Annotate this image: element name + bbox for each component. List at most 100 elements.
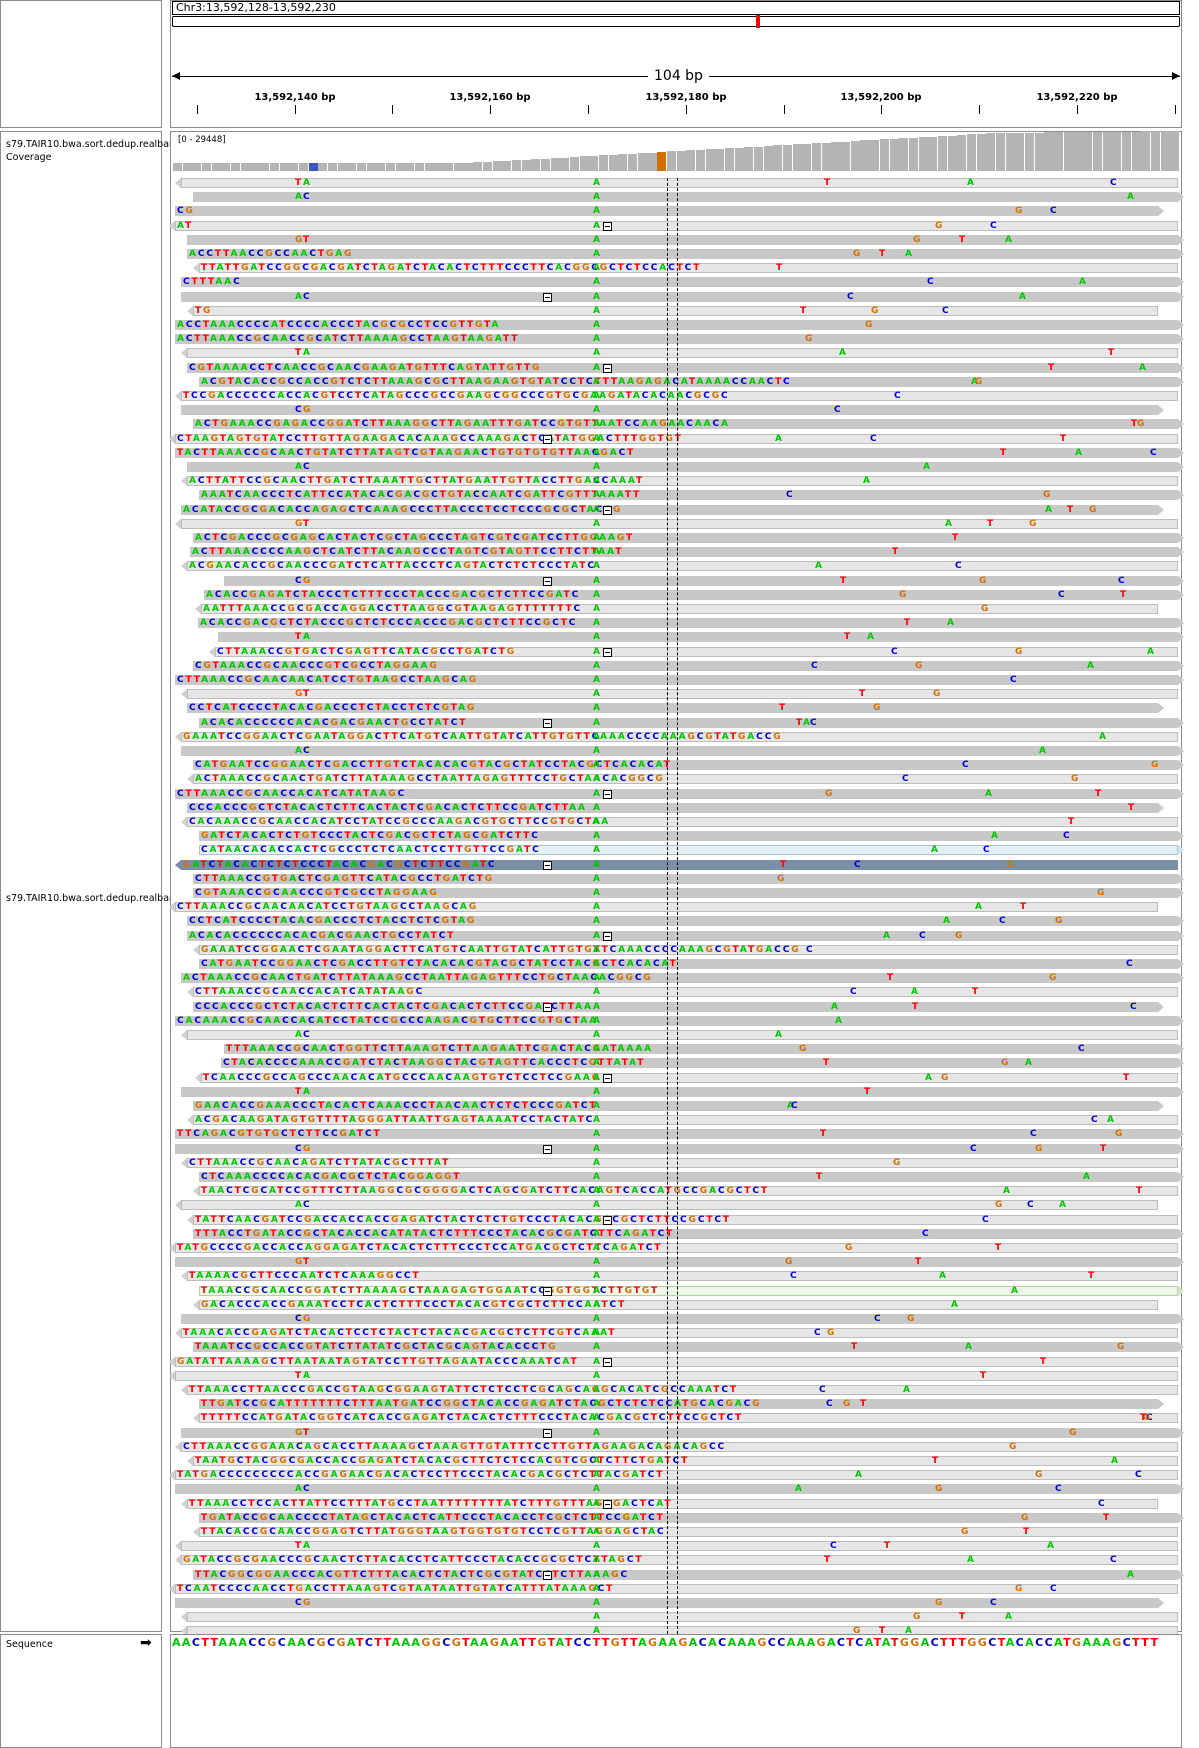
aligned-read[interactable]: ACCTAAACCCCATCCCCACCCTACGCGCCTCCGTTGTA G A bbox=[175, 320, 1184, 330]
aligned-read[interactable]: TAATGCTACGGCGACCACCGAGATCTACACGCTTCTCTCC… bbox=[187, 1456, 1178, 1466]
insertion-marker-icon[interactable] bbox=[543, 292, 552, 302]
aligned-read[interactable]: ACACCGACGCTCTACCCGCTCTCCCACCCGACGCTCTTCC… bbox=[198, 618, 1184, 629]
insertion-marker-icon[interactable] bbox=[543, 718, 552, 728]
aligned-read[interactable]: CACAAACCGCAACCACATCCTATCCGCCCAAGACGTGCTT… bbox=[175, 1015, 1184, 1026]
aligned-read[interactable]: CTAAGTAGTGTATCCTTGTTAGAAGACACAAAGCCAAAGA… bbox=[169, 433, 1178, 444]
insertion-marker-icon[interactable] bbox=[543, 1428, 552, 1438]
aligned-read[interactable]: CTTAAACCGCAACCACATCATATAAGC G T A A bbox=[175, 788, 1184, 799]
insertion-marker-icon[interactable] bbox=[543, 434, 552, 444]
aligned-read[interactable]: CTTAAACCGTGACTCGAGTTCATACGCCTGATCTG G A bbox=[193, 873, 1184, 884]
aligned-read[interactable]: CATAACACACCACTCGCCCTCTCAACTCCTTGTTCCGATC… bbox=[199, 845, 1184, 856]
aligned-read[interactable]: TTACACCGCAACCGGAGTCTTATGGGTAAGTGGTGTGTCC… bbox=[193, 1527, 1178, 1537]
aligned-read[interactable]: CTTAAACCGTGACTCGAGTTCATACGCCTGATCTG A C G A bbox=[209, 646, 1178, 657]
strand-arrow-icon[interactable]: ➡ bbox=[140, 1635, 152, 1651]
aligned-read[interactable]: AT C G A bbox=[169, 220, 1178, 231]
aligned-read[interactable]: ACTAAACCGCAACTGATCTTATAAAGCCTAATTAGAGTTT… bbox=[187, 774, 1178, 785]
aligned-read[interactable]: CATGAATCCGGAACTCGACCTTGTCTACACACGTACGCTA… bbox=[193, 760, 1184, 771]
insertion-marker-icon[interactable] bbox=[543, 1144, 552, 1154]
aligned-read[interactable]: TCAATCCCCAACCTGACCTTAAAGTCGTAATAATTGTATC… bbox=[169, 1583, 1178, 1594]
chromosome-ideogram[interactable] bbox=[172, 15, 1180, 28]
aligned-read[interactable]: CTTAAACCGCAACAACATCCTGTAAGCCTAAGCAG C A bbox=[175, 675, 1184, 685]
aligned-read[interactable]: ACTAAACCGCAACTGATCTTATAAAGCCTAATTAGAGTTT… bbox=[181, 973, 1184, 984]
insertion-marker-icon[interactable] bbox=[543, 576, 552, 586]
coverage-track-name[interactable]: s79.TAIR10.bwa.sort.dedup.realbam Covera… bbox=[6, 139, 179, 163]
aligned-read[interactable]: TTACGGCGGAACCCACGTTCTTTACACTCTACTCGCGTAT… bbox=[193, 1569, 1184, 1580]
aligned-read[interactable]: ACACACCCCCCACACGACGAACTGCCTATCT A C G A bbox=[187, 930, 1184, 941]
aligned-read[interactable]: TAAATCCGCCACCGTATCTTATATCGCTACGCAGTACACC… bbox=[193, 1342, 1184, 1353]
aligned-read[interactable]: TACTTAAACCGCAACTGTATCTTATAGTCGTAAGAACTGT… bbox=[175, 447, 1184, 458]
aligned-read[interactable]: TGATACCGCAACCCCTATAGCTACACTCATTCCCTACACC… bbox=[199, 1512, 1184, 1523]
aligned-read[interactable]: ACCTTAACCGCCAACTGAG G T A A bbox=[187, 249, 1184, 259]
aligned-read[interactable]: ACTGAAACCGAGACCGGATCTTAAAGGCTTAGAATTTGAT… bbox=[193, 419, 1184, 430]
sequence-track-name[interactable]: Sequence bbox=[6, 1639, 53, 1650]
aligned-read[interactable]: GAAATCCGGAACTCGAATAGGACTTCATGTCAATTGTATC… bbox=[175, 731, 1178, 742]
aligned-read[interactable]: CTTAAACCGCAACAACATCCTGTAAGCCTAAGCAG T A A bbox=[169, 902, 1158, 913]
aligned-read[interactable]: GAACACCGAAACCCTACACTCAAACCCTAACAACTCTCTC… bbox=[193, 1101, 1164, 1111]
aligned-read[interactable]: AATTTAAACCGCGACCAGGACCTTAAGGCGTAAGAGTTTT… bbox=[195, 604, 1158, 614]
aligned-read[interactable]: TCAACCCGCCAGCCCAACACATGCCCAACAAGTGTCTCCT… bbox=[195, 1072, 1178, 1083]
aligned-read[interactable]: ACGACAAGATAGTGTTTTAGGGATTAATTGAGTAAAATCC… bbox=[187, 1115, 1178, 1126]
aligned-read[interactable]: CCTCATCCCCTACACGACCCTCTACCTCTCGTAG G T A bbox=[187, 703, 1164, 714]
aligned-read[interactable]: TTTAAACCGCAACTGGTTCTTAAAGTCTTAAGAATTCGAC… bbox=[224, 1044, 1184, 1055]
aligned-read[interactable]: GATCTACACTCTGTCCCTACTCGACGCTCTAGCGATCTTC… bbox=[199, 831, 1184, 842]
aligned-read[interactable]: TATGACCCCCCCCCACCGAGAACGACACTCCTTCCCTACA… bbox=[169, 1470, 1178, 1481]
aligned-read[interactable]: CTCAAACCCCACACGACGCTCTACGGAGGT T A A bbox=[199, 1172, 1184, 1182]
insertion-marker-icon[interactable] bbox=[543, 860, 552, 870]
aligned-read[interactable]: ACGAACACCGCAACCCGATCTCATTACCCTCAGTACTCTC… bbox=[181, 561, 1178, 572]
insertion-marker-icon[interactable] bbox=[603, 1073, 612, 1083]
aligned-read[interactable]: CCCACCCGCTCTACACTCTTCACTACTCGACACTCTTCCG… bbox=[193, 1001, 1164, 1012]
aligned-read[interactable]: ACACCGAGATCTACCCTCTTTCCCTACCCGACGCTCTTCC… bbox=[204, 589, 1184, 600]
aligned-read[interactable]: CTACACCCCAAACCGATCTACTAAGGCTACGTAGTTCACC… bbox=[221, 1058, 1184, 1069]
aligned-read[interactable]: CACAAACCGCAACCACATCCTATCCGCCCAAGACGTGCTT… bbox=[181, 817, 1178, 827]
aligned-read[interactable]: TATGCCCCGACCACCAGGAGATCTACACTCTTTCCCTCCA… bbox=[169, 1243, 1178, 1253]
aligned-read[interactable]: ACTTAAACCCCAAGCTCATCTTACAAGCCCTAGTCGTAGT… bbox=[190, 547, 1184, 558]
aligned-read[interactable]: ACTTATTCCGCAACTTGATCTTAAATTGCTTATGAATTGT… bbox=[181, 476, 1178, 487]
aligned-read[interactable]: TTCAGACGTGTGCTCTTCCGATCT C G T A bbox=[175, 1129, 1184, 1140]
insertion-marker-icon[interactable] bbox=[603, 363, 612, 373]
aligned-read[interactable]: CTTAAACCGCAACCACATCATATAAGC T A C A bbox=[187, 987, 1178, 998]
aligned-read[interactable]: TAACTCGCATCCGTTTCTTAAGGCGCGGGGACTCAGCGAT… bbox=[193, 1186, 1178, 1197]
insertion-marker-icon[interactable] bbox=[543, 1570, 552, 1580]
reference-sequence[interactable]: AACTTAAACCGCAACGCGATCTTAAAGGCGTAAGAATTGT… bbox=[172, 1636, 1160, 1649]
insertion-marker-icon[interactable] bbox=[603, 931, 612, 941]
aligned-read[interactable]: TATTCAACGATCCGACCACCACCGAGATCTACTCTCTGTC… bbox=[187, 1214, 1178, 1225]
insertion-marker-icon[interactable] bbox=[603, 1215, 612, 1225]
aligned-read[interactable]: TG C G T A bbox=[187, 305, 1158, 316]
aligned-read[interactable]: TTATTGATCCGGCGACGATCTAGATCTACACTCTTTCCCT… bbox=[193, 263, 1178, 274]
aligned-read[interactable]: TAAAACGCTTCCCAATCTCAAAGGCCT T A C A bbox=[181, 1271, 1178, 1282]
aligned-read[interactable]: TTTACCTGATACCGCTACACCACATATACTCTTTCCCTAC… bbox=[193, 1228, 1184, 1239]
aligned-read[interactable]: CGTAAACCGCAACCCGTCGCCTAGGAAG A C G A bbox=[193, 660, 1184, 671]
aligned-read[interactable]: AAATCAACCCTCATTCCATACACGACGCTGTACCAATCGA… bbox=[199, 490, 1184, 501]
aligned-read[interactable]: TTTTTCCATGATACGGTCATCACCGAGATCTACACTCTTT… bbox=[193, 1413, 1178, 1424]
aligned-read[interactable]: TAAACCGCAACCGGATCTTAAAAGCTAAAGAGTGGAATCC… bbox=[199, 1285, 1184, 1296]
alignment-track-name[interactable]: s79.TAIR10.bwa.sort.dedup.realbam bbox=[6, 893, 179, 904]
aligned-read[interactable]: CTTAAACCGGAAACAGCACCTTAAAAGCTAAAGTTGTATT… bbox=[175, 1441, 1178, 1452]
locus-field[interactable]: Chr3:13,592,128-13,592,230 bbox=[172, 1, 1180, 15]
aligned-read[interactable]: GATACCGCGAACCCGCAACTCTTACACCTCATTCCCTACA… bbox=[175, 1555, 1178, 1566]
aligned-read[interactable]: ACGTACACCGCCACCGTCTCTTAAAGCGCTTAAGAAGTGT… bbox=[199, 376, 1184, 387]
insertion-marker-icon[interactable] bbox=[603, 505, 612, 515]
insertion-marker-icon[interactable] bbox=[543, 1286, 552, 1296]
